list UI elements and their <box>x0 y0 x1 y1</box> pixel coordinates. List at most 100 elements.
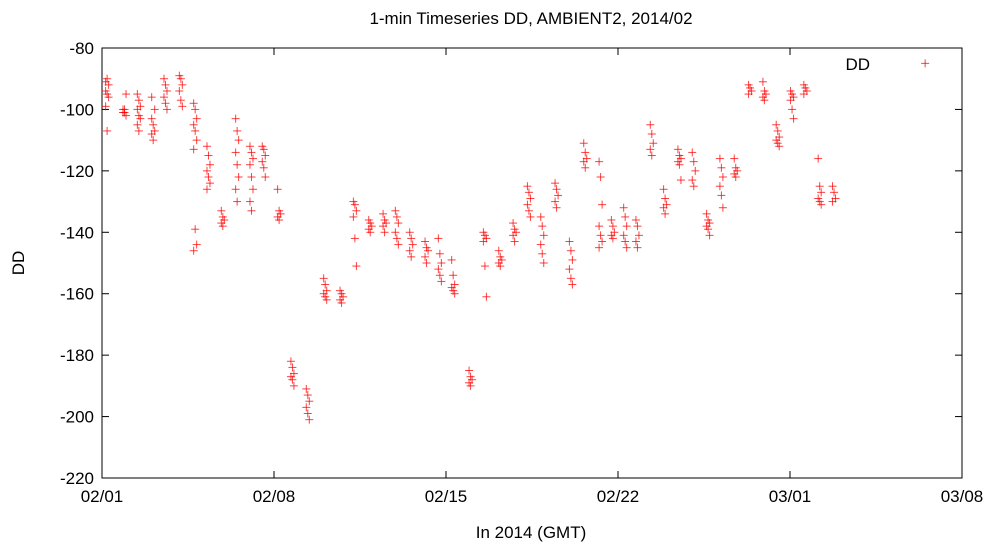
data-point <box>259 163 268 172</box>
y-tick-label: -140 <box>60 223 94 242</box>
data-point <box>633 243 642 252</box>
data-point <box>465 366 474 375</box>
data-point <box>147 130 156 138</box>
data-point <box>247 173 256 181</box>
x-tick: 02/08 <box>253 48 295 506</box>
data-point <box>608 222 617 231</box>
data-point <box>675 160 684 169</box>
data-point <box>634 231 643 240</box>
data-point <box>633 222 642 231</box>
data-point <box>247 206 256 215</box>
data-point <box>248 154 257 163</box>
data-point <box>565 237 574 246</box>
data-point <box>391 206 400 215</box>
data-point <box>101 102 110 111</box>
data-point <box>305 397 314 406</box>
data-point <box>379 222 388 231</box>
data-point <box>231 185 240 194</box>
data-point <box>817 200 826 209</box>
y-tick: -180 <box>60 346 962 365</box>
data-point <box>536 240 545 249</box>
data-point <box>435 271 444 280</box>
data-point <box>581 163 590 172</box>
data-point <box>273 185 282 194</box>
data-point <box>450 289 459 298</box>
data-point <box>646 145 655 154</box>
data-point <box>596 173 605 181</box>
x-tick: 02/15 <box>425 48 468 506</box>
data-point <box>231 114 240 123</box>
data-point <box>621 237 630 246</box>
data-point <box>245 160 254 169</box>
data-point <box>509 231 518 240</box>
data-point <box>394 219 403 228</box>
y-tick-label: -220 <box>60 469 94 488</box>
data-point <box>205 160 214 169</box>
data-point <box>828 197 837 206</box>
data-point <box>479 237 488 246</box>
data-point <box>352 206 361 215</box>
data-point <box>405 228 414 237</box>
data-point <box>134 96 143 105</box>
x-tick: 02/22 <box>597 48 639 506</box>
legend: DD <box>845 55 870 74</box>
data-point <box>688 176 697 185</box>
data-point <box>349 212 358 221</box>
data-point <box>607 216 616 224</box>
data-point <box>103 74 112 83</box>
chart-title: 1-min Timeseries DD, AMBIENT2, 2014/02 <box>369 9 692 28</box>
data-point <box>120 105 129 114</box>
data-point <box>147 114 156 123</box>
data-point <box>233 197 242 206</box>
data-point <box>595 157 604 166</box>
data-point <box>496 262 505 271</box>
x-tick-label: 02/15 <box>425 487 468 506</box>
data-point <box>647 130 656 138</box>
data-point <box>828 182 837 191</box>
data-point <box>218 222 227 231</box>
data-point <box>718 203 727 212</box>
data-point <box>189 145 198 154</box>
data-point <box>437 259 446 267</box>
data-point <box>608 234 617 243</box>
data-point <box>598 200 607 209</box>
data-point <box>234 136 243 145</box>
data-point <box>566 246 575 255</box>
y-tick: -80 <box>69 39 962 58</box>
data-point <box>817 188 826 197</box>
data-point <box>494 246 503 255</box>
data-point <box>103 126 112 135</box>
data-point <box>579 139 588 148</box>
data-point <box>122 90 131 99</box>
data-point <box>921 59 930 68</box>
data-point <box>248 185 257 194</box>
data-point <box>526 194 535 203</box>
data-point <box>598 237 607 246</box>
data-point <box>435 249 444 258</box>
data-point <box>380 228 389 237</box>
data-point <box>539 259 548 267</box>
data-point <box>434 234 443 243</box>
data-point <box>437 277 446 286</box>
data-point <box>204 173 213 181</box>
data-point <box>815 182 824 191</box>
data-point <box>408 240 417 249</box>
data-point <box>830 188 839 197</box>
data-point <box>661 209 670 218</box>
data-point <box>691 166 700 175</box>
x-axis-label: In 2014 (GMT) <box>476 523 587 542</box>
data-point <box>539 231 548 240</box>
data-point <box>245 197 254 206</box>
data-point <box>659 185 668 194</box>
data-point <box>234 173 243 181</box>
data-point <box>510 237 519 246</box>
data-point <box>350 234 359 243</box>
data-point <box>202 185 211 194</box>
data-point <box>104 80 113 89</box>
data-point <box>178 80 187 89</box>
data-point <box>646 120 655 129</box>
plot-frame <box>101 47 963 479</box>
data-point <box>352 262 361 271</box>
data-point <box>595 243 604 252</box>
